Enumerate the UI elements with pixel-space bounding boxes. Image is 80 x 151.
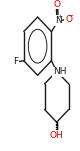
Polygon shape (56, 70, 58, 71)
Text: O: O (65, 15, 72, 24)
Text: N: N (55, 16, 62, 25)
Text: F: F (13, 57, 18, 66)
Text: NH: NH (53, 67, 66, 76)
Text: OH: OH (50, 131, 64, 140)
Text: +: + (58, 14, 63, 19)
Text: −: − (68, 13, 73, 19)
Text: O: O (53, 0, 60, 9)
